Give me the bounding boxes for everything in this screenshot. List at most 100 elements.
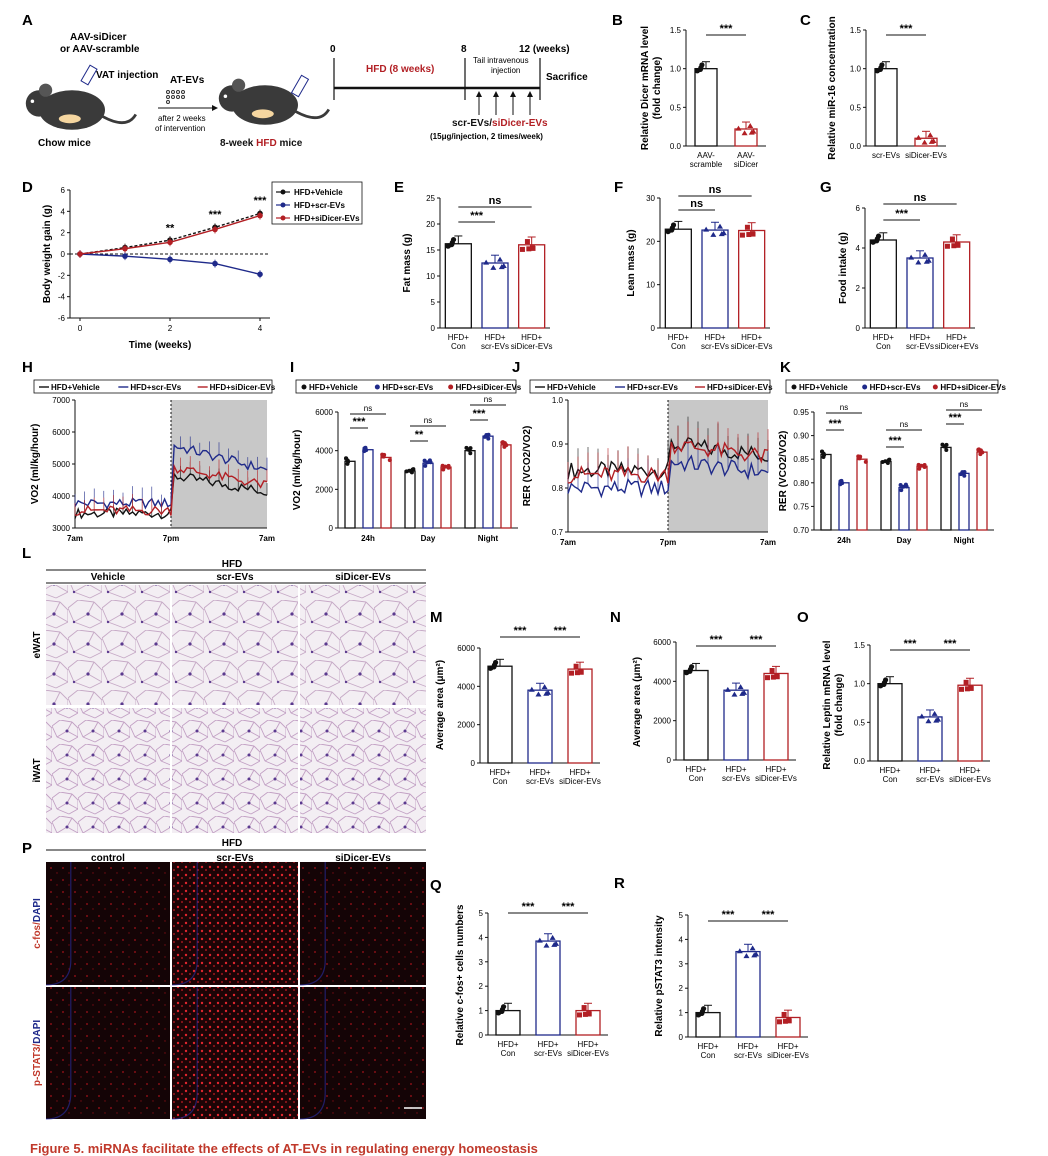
y-tick-label: 4000	[457, 682, 475, 691]
y-tick-label: 0	[471, 759, 476, 768]
column-label: control	[91, 853, 125, 864]
data-point	[212, 226, 218, 233]
y-tick-label: 4	[479, 933, 484, 942]
label-text: scr-EVs/siDicer-EVs	[452, 118, 548, 129]
panel-label-R: R	[614, 875, 625, 892]
category-label: HFD+	[704, 333, 725, 342]
y-tick-label: 1.5	[850, 26, 862, 35]
panel-label-B: B	[612, 12, 623, 29]
bar	[957, 684, 983, 762]
bar	[940, 446, 952, 531]
y-tick-label: 1.5	[670, 26, 682, 35]
panel-label-K: K	[780, 359, 791, 376]
mouse-eye	[30, 99, 35, 103]
data-point	[917, 466, 922, 471]
y-tick-label: 4	[61, 207, 66, 216]
legend-label: HFD+scr-EVs	[294, 201, 345, 210]
label-text: HFD	[222, 559, 243, 570]
data-point	[257, 212, 263, 219]
y-axis-label: Body weight gain (g)	[42, 205, 53, 303]
data-point	[490, 264, 497, 270]
data-point	[122, 253, 128, 259]
histology-L: HFD Vehicle scr-EVs siDicer-EVs eWAT iWAT	[32, 559, 426, 833]
data-point	[526, 246, 532, 252]
bar	[874, 68, 898, 147]
bar	[683, 669, 709, 761]
ev-icon	[171, 90, 175, 94]
data-point	[718, 231, 725, 237]
sig-label: ***	[720, 23, 734, 35]
sig-label: ***	[710, 634, 724, 646]
label-text: Chow mice	[38, 138, 91, 149]
data-point	[77, 251, 83, 257]
category-label: scramble	[690, 160, 723, 169]
legend-label: HFD+Vehicle	[547, 383, 596, 392]
category-label: scr-EVs	[701, 342, 729, 351]
chart-H: 3000 4000 5000 6000 7000 7am 7pm 7am VO2 (ml/kg/…	[30, 379, 276, 543]
sig-label: ns	[900, 420, 908, 429]
sig-label: ***	[750, 634, 764, 646]
category-label: Day	[897, 536, 912, 545]
panel-label-L: L	[22, 545, 31, 562]
data-point	[699, 1008, 706, 1015]
data-point	[410, 467, 415, 472]
ylabel-B: Relative Dicer mRNA level (fold change)	[640, 26, 663, 150]
bar	[482, 435, 494, 529]
data-point	[387, 458, 392, 463]
category-label: HFD+	[577, 1040, 598, 1049]
y-tick-label: 4000	[315, 447, 333, 456]
panel-label-H: H	[22, 359, 33, 376]
sig-label: ns	[960, 400, 968, 409]
vat-patch	[251, 109, 274, 119]
y-axis-label: Lean mass (g)	[626, 229, 637, 296]
panel-label-E: E	[394, 179, 404, 196]
data-point	[878, 64, 884, 71]
bar	[701, 229, 729, 329]
histology-image	[46, 585, 170, 705]
category-label: HFD+	[484, 333, 505, 342]
legend-box	[529, 379, 771, 394]
data-point	[744, 224, 750, 230]
tspan: p-STAT3/	[32, 1044, 43, 1087]
data-point	[901, 484, 906, 489]
panel-label-C: C	[800, 12, 811, 29]
data-point	[908, 254, 915, 260]
series-line	[567, 436, 769, 481]
legend-label: HFD+Vehicle	[294, 188, 343, 197]
data-point	[921, 251, 928, 257]
data-point	[491, 662, 498, 668]
panel-label-O: O	[797, 609, 809, 626]
y-tick-label: 1.5	[854, 641, 866, 650]
panel-label-N: N	[610, 609, 621, 626]
data-point	[927, 132, 934, 138]
data-point	[915, 134, 922, 140]
category-label: HFD+	[873, 333, 894, 342]
y-axis-label: Relative Dicer mRNA level	[640, 26, 651, 150]
category-label: HFD+	[959, 766, 980, 775]
ventricle-outline	[45, 987, 72, 1120]
bar	[943, 241, 971, 329]
y-tick-label: 4000	[653, 677, 671, 686]
data-point	[874, 236, 880, 242]
y-tick-label: 1.0	[670, 65, 682, 74]
data-point	[921, 139, 928, 145]
data-point	[774, 673, 780, 679]
legend-marker	[448, 384, 454, 390]
y-tick-label: 3	[479, 958, 484, 967]
y-tick-label: 4	[679, 935, 684, 944]
data-point	[735, 125, 742, 131]
legend-label: HFD+Vehicle	[799, 383, 848, 392]
row-label: p-STAT3/DAPI	[32, 1020, 43, 1087]
tspan: DAPI	[32, 898, 43, 922]
chart-N: 0200040006000HFD+ConHFD+scr-EVsHFD+siDic…	[653, 634, 797, 783]
data-point	[468, 451, 473, 456]
sig-label: **	[166, 223, 175, 235]
y-tick-label: 0	[479, 1031, 484, 1040]
histology-image	[300, 585, 426, 705]
category-label: siDicer-EVs	[511, 342, 553, 351]
mouse-icon	[218, 78, 330, 125]
category-label: Con	[883, 775, 898, 784]
bar	[694, 68, 718, 147]
legend-label: HFD+siDicer-EVs	[940, 383, 1006, 392]
legend: HFD+Vehicle HFD+scr-EVs HFD+siDicer-EVs	[33, 379, 276, 394]
